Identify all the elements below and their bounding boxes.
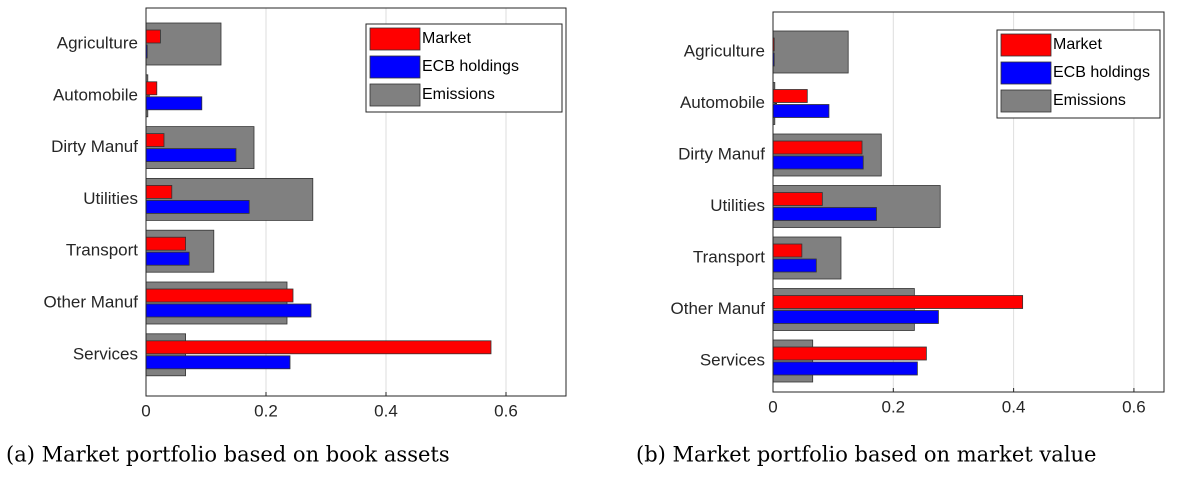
y-tick-label: Utilities [710, 196, 765, 215]
x-tick-label: 0.2 [254, 401, 278, 420]
bar [772, 104, 830, 118]
bar [772, 295, 1024, 309]
y-tick-label: Agriculture [684, 41, 765, 60]
legend-swatch [1000, 61, 1052, 85]
y-tick-label: Agriculture [57, 33, 138, 52]
legend-label: ECB holdings [422, 58, 519, 75]
bar [145, 177, 314, 221]
bar [145, 22, 222, 66]
bar [772, 288, 915, 331]
legend-label: Emissions [422, 86, 495, 103]
bar [145, 303, 312, 318]
x-tick-label: 0.4 [374, 401, 398, 420]
bar [145, 96, 203, 111]
bar [145, 148, 237, 163]
bar [145, 251, 190, 266]
bar [772, 258, 817, 273]
bar [145, 355, 291, 370]
y-tick-label: Automobile [680, 93, 765, 112]
y-tick-label: Automobile [53, 85, 138, 104]
bar [772, 89, 808, 103]
caption: (b) Market portfolio based on market val… [636, 443, 1096, 467]
y-tick-label: Transport [66, 241, 138, 260]
bar [145, 281, 288, 325]
y-tick-label: Utilities [83, 189, 138, 208]
legend-label: Emissions [1053, 92, 1126, 109]
x-tick-label: 0.6 [494, 401, 518, 420]
legend-swatch [1000, 89, 1052, 113]
bar [772, 243, 803, 258]
x-tick-label: 0 [768, 397, 777, 416]
caption: (a) Market portfolio based on book asset… [6, 443, 450, 467]
chart: 0 0.2 0.4 0.6 Agriculture Automobile Dirty Man… [6, 7, 567, 467]
axes-frame [772, 11, 1165, 393]
bar [772, 30, 849, 74]
legend-swatch [369, 27, 421, 51]
y-tick-label: Other Manuf [671, 299, 766, 318]
bar [772, 185, 941, 228]
bar [772, 310, 939, 324]
bar [772, 236, 842, 280]
y-tick-label: Dirty Manuf [678, 144, 765, 163]
legend-swatch [369, 83, 421, 107]
y-tick-label: Services [700, 350, 765, 369]
bar [145, 199, 250, 214]
bar [145, 133, 165, 148]
y-tick-label: Other Manuf [44, 292, 139, 311]
bar [145, 29, 161, 44]
bar [772, 140, 863, 155]
bar [772, 207, 877, 221]
bar [145, 184, 173, 199]
bar [145, 126, 255, 169]
bar [772, 339, 814, 383]
legend-swatch [1000, 33, 1052, 57]
y-tick-label: Dirty Manuf [51, 137, 138, 156]
bar [772, 133, 882, 177]
bar [772, 361, 918, 376]
legend-swatch [369, 55, 421, 79]
x-tick-label: 0 [141, 401, 150, 420]
bar [145, 229, 215, 273]
y-tick-label: Services [73, 344, 138, 363]
x-tick-label: 0.2 [881, 397, 905, 416]
legend-label: Market [1053, 36, 1102, 53]
x-tick-label: 0.6 [1122, 397, 1146, 416]
bar [145, 288, 294, 303]
chart: 0 0.2 0.4 0.6 Agriculture Automobile Dirty Man… [636, 11, 1165, 467]
bar [145, 340, 492, 355]
bar [772, 192, 823, 206]
bar [145, 81, 158, 96]
x-tick-label: 0.4 [1002, 397, 1026, 416]
axes-frame [145, 7, 567, 397]
legend-label: ECB holdings [1053, 64, 1150, 81]
bar [772, 155, 864, 170]
y-tick-label: Transport [693, 247, 765, 266]
bar [145, 333, 186, 377]
bar [772, 346, 927, 361]
bar [145, 236, 186, 251]
legend-label: Market [422, 30, 471, 47]
